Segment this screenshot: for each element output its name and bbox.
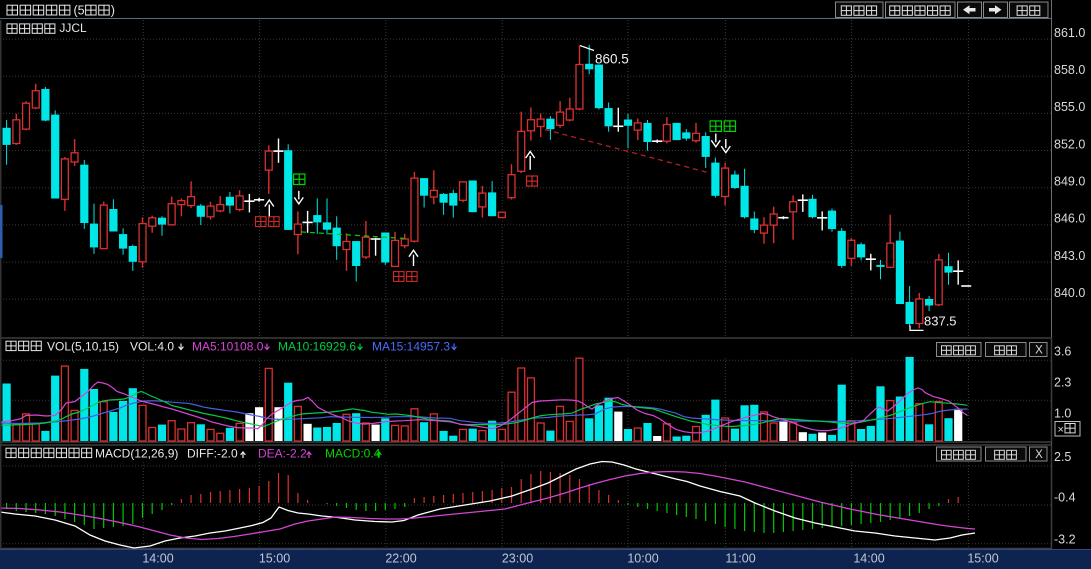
- svg-text:861.0: 861.0: [1054, 26, 1085, 40]
- svg-text:X: X: [1035, 345, 1043, 357]
- svg-text:): ): [111, 4, 115, 18]
- svg-text:15:00: 15:00: [967, 552, 998, 566]
- svg-text:VOL:4.0: VOL:4.0: [130, 340, 174, 354]
- svg-text:MA5:10108.0: MA5:10108.0: [192, 340, 264, 354]
- svg-text:DIFF:-2.0: DIFF:-2.0: [187, 447, 238, 461]
- svg-text:×: ×: [1058, 424, 1064, 436]
- svg-text:MACD(12,26,9): MACD(12,26,9): [95, 447, 178, 461]
- svg-text:837.5: 837.5: [924, 314, 957, 329]
- svg-text:840.0: 840.0: [1054, 286, 1085, 300]
- svg-text:14:00: 14:00: [142, 552, 173, 566]
- svg-text:858.0: 858.0: [1054, 63, 1085, 77]
- svg-text:10:00: 10:00: [627, 552, 658, 566]
- svg-text:849.0: 849.0: [1054, 175, 1085, 189]
- svg-text:MA10:16929.6: MA10:16929.6: [278, 340, 356, 354]
- svg-text:23:00: 23:00: [502, 552, 533, 566]
- svg-text:14:00: 14:00: [853, 552, 884, 566]
- svg-text:2.3: 2.3: [1054, 376, 1071, 390]
- svg-text:852.0: 852.0: [1054, 137, 1085, 151]
- svg-text:860.5: 860.5: [595, 52, 629, 67]
- svg-text:855.0: 855.0: [1054, 100, 1085, 114]
- svg-text:DEA:-2.2: DEA:-2.2: [258, 447, 307, 461]
- svg-text:X: X: [1035, 449, 1043, 461]
- svg-text:846.0: 846.0: [1054, 212, 1085, 226]
- svg-text:1.0: 1.0: [1054, 407, 1071, 421]
- svg-text:VOL(5,10,15): VOL(5,10,15): [47, 340, 119, 354]
- svg-text:11:00: 11:00: [725, 552, 755, 566]
- svg-text:(5: (5: [74, 4, 85, 18]
- svg-text:MACD:0.4: MACD:0.4: [325, 447, 381, 461]
- svg-text:2.5: 2.5: [1054, 450, 1071, 464]
- svg-text:15:00: 15:00: [259, 552, 290, 566]
- svg-text:MA15:14957.3: MA15:14957.3: [372, 340, 450, 354]
- svg-text:22:00: 22:00: [385, 552, 416, 566]
- svg-text:3.6: 3.6: [1054, 345, 1071, 359]
- svg-text:-0.4: -0.4: [1054, 491, 1076, 505]
- svg-text:-3.2: -3.2: [1054, 533, 1076, 547]
- svg-text:843.0: 843.0: [1054, 249, 1085, 263]
- svg-text:JJCL: JJCL: [59, 21, 87, 35]
